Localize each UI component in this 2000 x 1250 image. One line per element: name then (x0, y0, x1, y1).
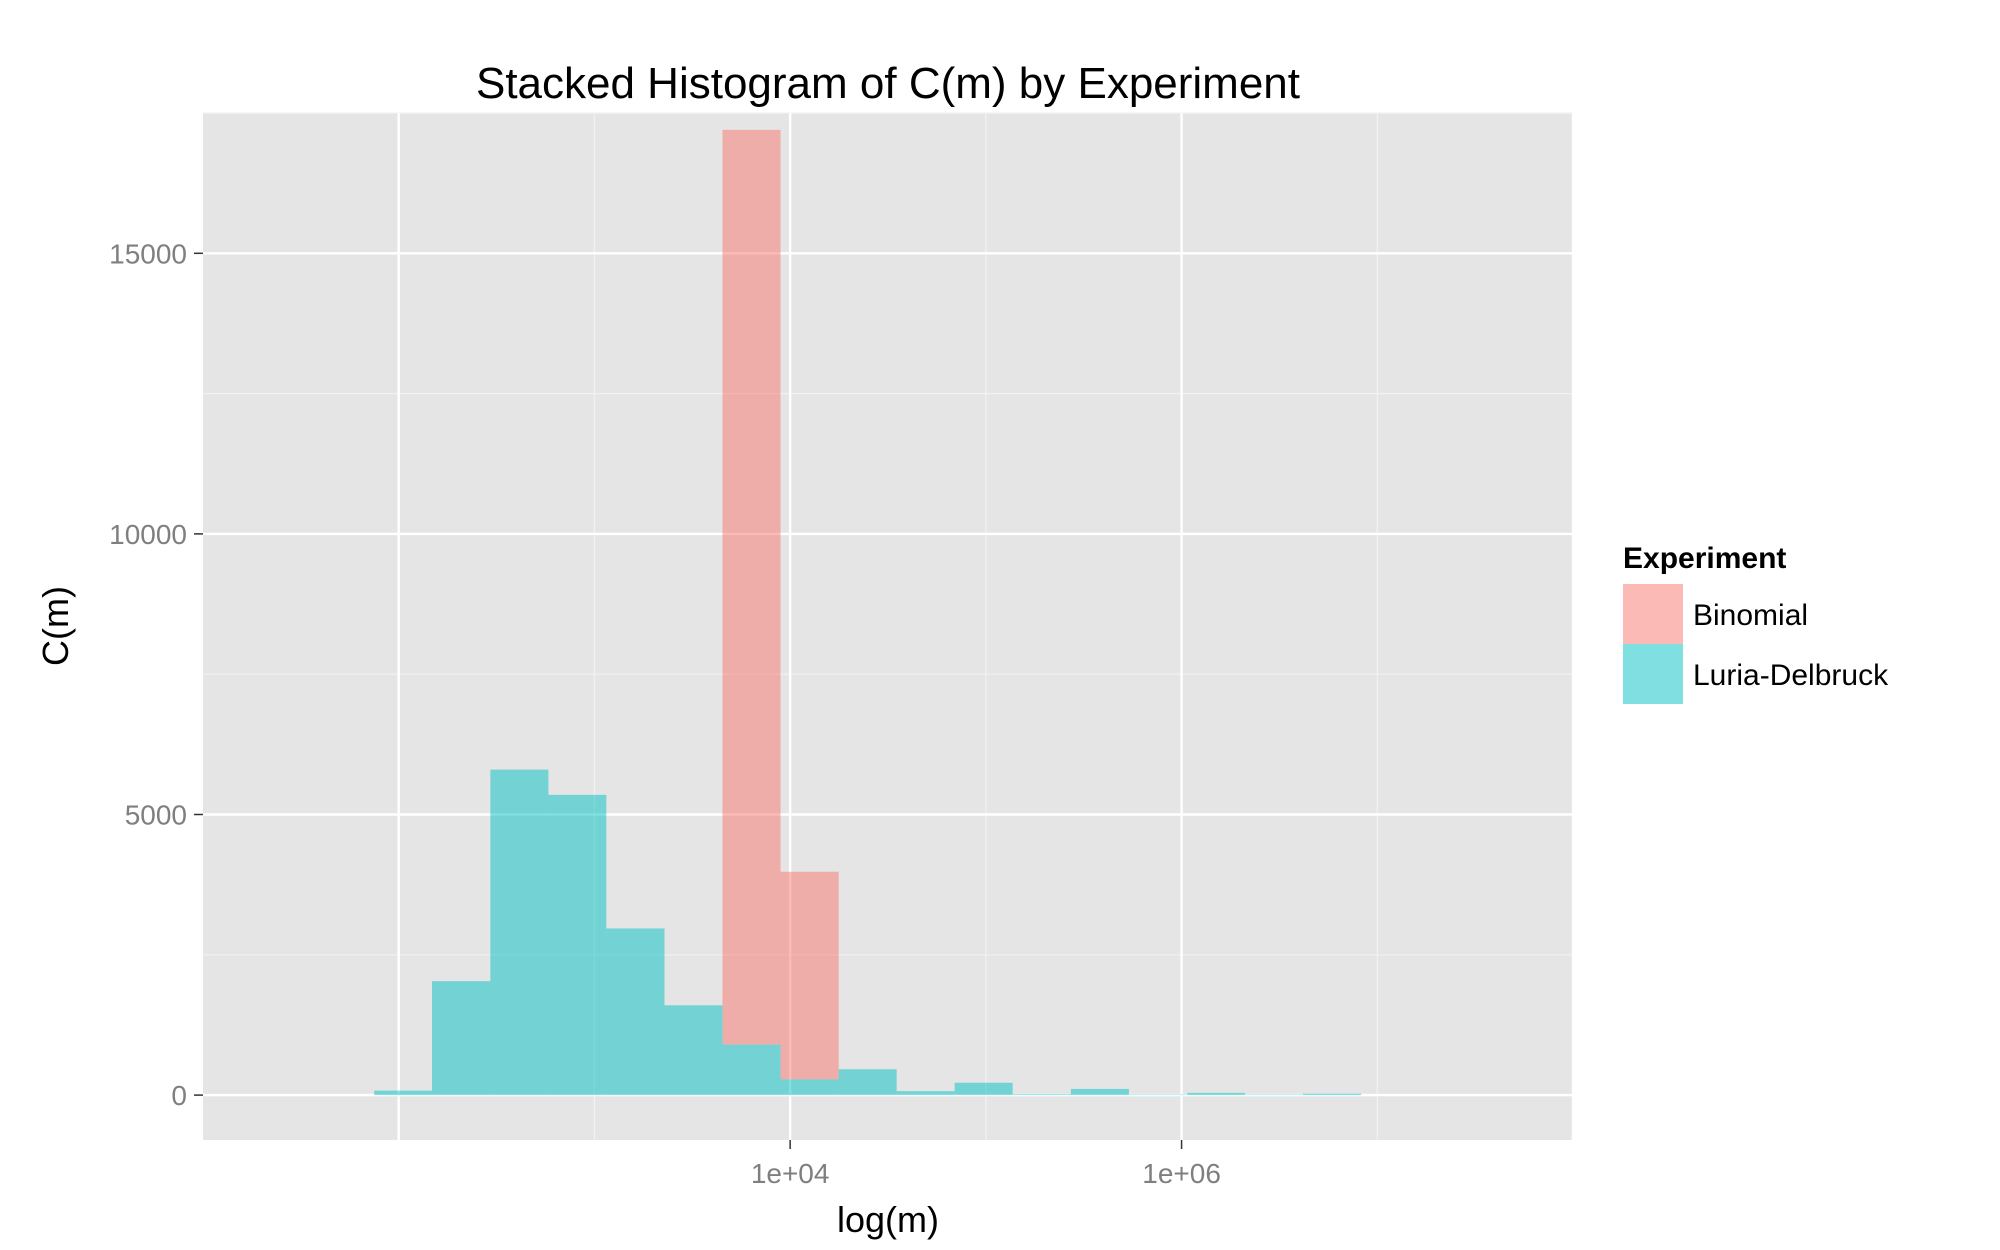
y-tick-label: 15000 (109, 238, 187, 269)
legend-label-binomial: Binomial (1693, 599, 1808, 632)
legend: Experiment Binomial Luria-Delbruck (1623, 542, 1889, 704)
bar-luria-delbruck (1012, 1094, 1071, 1096)
bar-luria-delbruck (548, 794, 607, 1096)
bar-luria-delbruck (374, 1090, 433, 1096)
y-tick-label: 5000 (125, 800, 187, 831)
y-axis-label: C(m) (35, 586, 76, 666)
legend-label-luria-delbruck: Luria-Delbruck (1693, 659, 1889, 692)
x-tick-label: 1e+04 (751, 1158, 830, 1189)
bar-luria-delbruck (1302, 1093, 1362, 1096)
bar-luria-delbruck (896, 1091, 955, 1096)
bar-luria-delbruck (1128, 1094, 1188, 1096)
bar-luria-delbruck (780, 1079, 839, 1096)
bar-luria-delbruck (490, 769, 549, 1096)
bar-luria-delbruck (1070, 1088, 1129, 1096)
histogram-bars (374, 129, 1362, 1096)
legend-key-luria-delbruck (1623, 644, 1683, 704)
y-tick-label: 0 (171, 1080, 187, 1111)
bar-luria-delbruck (1245, 1094, 1303, 1096)
x-tick-label: 1e+06 (1142, 1158, 1221, 1189)
legend-key-binomial (1623, 584, 1683, 644)
y-tick-label: 10000 (109, 519, 187, 550)
bar-luria-delbruck (954, 1082, 1013, 1096)
x-axis-label: log(m) (837, 1199, 939, 1240)
bar-luria-delbruck (432, 981, 491, 1096)
bar-binomial (780, 871, 839, 1080)
chart-title: Stacked Histogram of C(m) by Experiment (476, 59, 1300, 108)
x-axis-ticks: 1e+04 1e+06 (751, 1140, 1221, 1189)
y-axis-ticks: 0 5000 10000 15000 (109, 238, 203, 1111)
bar-luria-delbruck (838, 1069, 897, 1096)
bar-luria-delbruck (606, 928, 665, 1096)
legend-title: Experiment (1623, 542, 1786, 575)
bar-luria-delbruck (722, 1044, 781, 1096)
plot-panel (203, 113, 1573, 1140)
bar-luria-delbruck (1187, 1092, 1246, 1096)
bar-luria-delbruck (664, 1005, 723, 1096)
bar-binomial (722, 129, 781, 1045)
minor-gridlines (203, 112, 1573, 1140)
